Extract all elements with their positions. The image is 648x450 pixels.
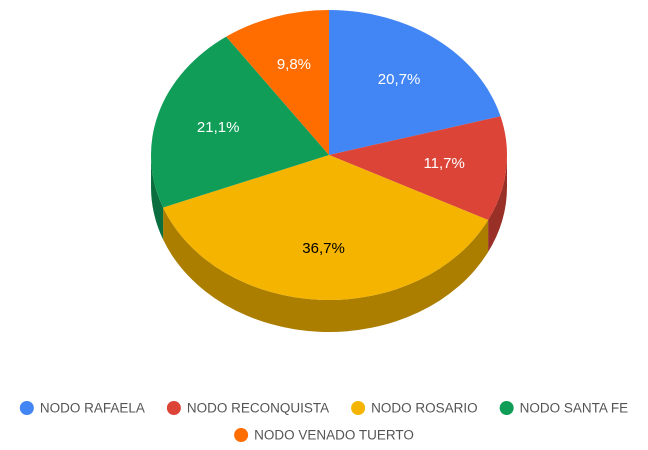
slice-side [488, 155, 507, 253]
slice-label: 20,7% [378, 71, 421, 88]
legend-swatch [351, 401, 366, 415]
legend-swatch [499, 401, 514, 415]
pie-slice [226, 9, 329, 155]
legend-item: NODO RECONQUISTA [166, 401, 329, 416]
slice-label: 11,7% [423, 155, 464, 172]
slice-labels: 20,7% 11,7% 36,7% 21,1% 9,8% [197, 56, 465, 257]
pie-sides [151, 155, 507, 332]
pie-slice [163, 155, 489, 300]
legend-swatch [19, 401, 34, 415]
slice-side [151, 155, 164, 240]
slice-side [163, 207, 489, 332]
pie-slice [329, 116, 507, 221]
legend-item: NODO RAFAELA [19, 401, 145, 416]
legend: NODO RAFAELA NODO RECONQUISTA NODO ROSARIO… [19, 401, 629, 443]
slice-label: 21,1% [197, 119, 240, 136]
legend-label: NODO VENADO TUERTO [254, 428, 414, 443]
legend-swatch [166, 401, 181, 415]
slice-label: 36,7% [302, 240, 345, 257]
slice-label: 9,8% [277, 56, 311, 73]
legend-label: NODO RAFAELA [40, 401, 145, 416]
legend-label: NODO RECONQUISTA [187, 401, 329, 416]
pie-slice [329, 10, 501, 155]
legend-item: NODO ROSARIO [351, 401, 478, 416]
legend-label: NODO SANTA FE [520, 401, 629, 416]
pie-slices [151, 9, 507, 300]
legend-label: NODO ROSARIO [371, 401, 478, 416]
legend-item: NODO SANTA FE [499, 401, 629, 416]
legend-swatch [234, 428, 249, 442]
pie-slice [151, 36, 329, 208]
legend-item: NODO VENADO TUERTO [234, 428, 414, 443]
